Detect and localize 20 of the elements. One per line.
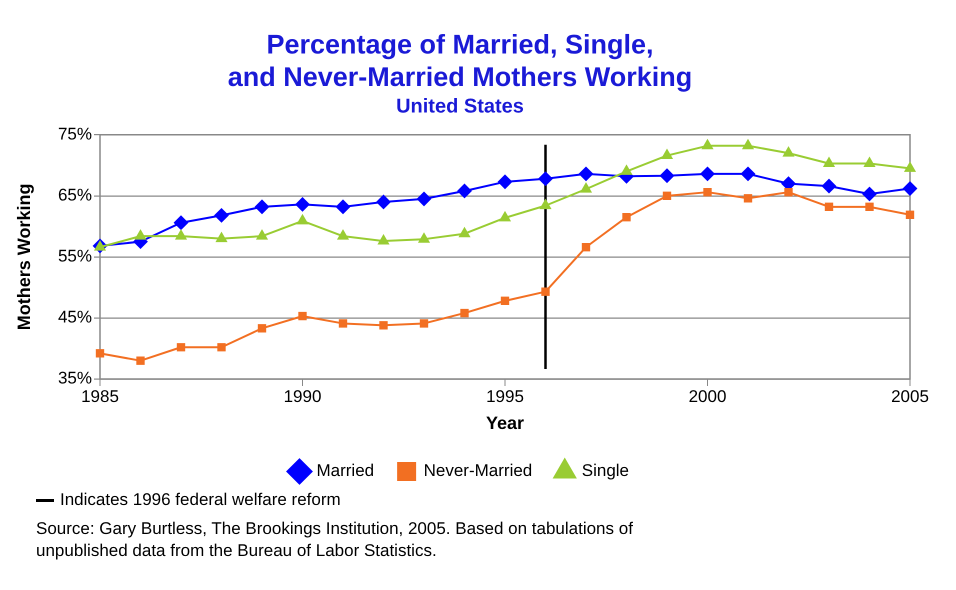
legend-label: Indicates 1996 federal welfare reform: [60, 490, 341, 510]
x-tick-label: 2005: [891, 387, 929, 406]
y-tick-label: 55%: [58, 246, 92, 266]
x-tick-label: 1990: [284, 387, 322, 406]
y-tick-label: 35%: [58, 368, 92, 388]
legend-label: Single: [582, 461, 630, 480]
chart-subtitle: United States: [396, 95, 524, 118]
y-axis-title: Mothers Working: [14, 184, 34, 330]
legend-label: Married: [316, 461, 374, 480]
x-tick-label: 1995: [486, 387, 524, 406]
y-tick-label: 45%: [58, 308, 92, 327]
text: and Never-Married Mothers Working: [228, 62, 692, 92]
y-tick-label: 75%: [58, 124, 92, 144]
y-tick-label: 65%: [58, 186, 92, 205]
legend-label: Never-Married: [424, 461, 532, 480]
x-tick-label: 1985: [81, 387, 119, 406]
x-tick-label: 2000: [688, 387, 726, 406]
x-axis-title: Year: [486, 413, 524, 434]
source-note: Source: Gary Burtless, The Brookings Institution, 2005. Based on tabulations of unpublished data from the Bureau of Labor Statistics.: [36, 518, 634, 562]
text: Percentage of Married, Single,: [266, 30, 654, 60]
